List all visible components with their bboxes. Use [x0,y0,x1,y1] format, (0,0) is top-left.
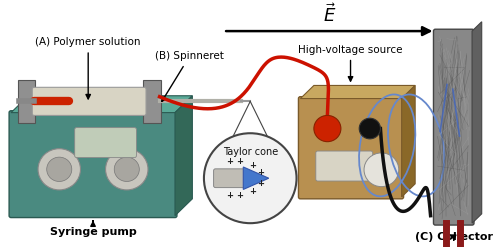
Text: +: + [226,157,233,166]
Polygon shape [244,167,268,189]
FancyBboxPatch shape [434,29,474,225]
FancyBboxPatch shape [18,80,35,123]
Text: +: + [236,157,244,166]
Text: Taylor cone: Taylor cone [222,147,278,157]
Circle shape [114,157,140,182]
Circle shape [204,133,296,223]
Circle shape [106,149,148,190]
Text: High-voltage source: High-voltage source [298,45,403,81]
Polygon shape [175,96,192,216]
Text: (A) Polymer solution: (A) Polymer solution [36,37,141,99]
Text: +: + [226,190,233,200]
Text: $\vec{E}$: $\vec{E}$ [322,3,336,26]
Text: +: + [249,161,256,170]
FancyBboxPatch shape [316,151,372,181]
FancyBboxPatch shape [143,80,160,123]
Circle shape [314,115,341,142]
Text: +: + [257,179,264,188]
Text: +: + [257,168,264,177]
Circle shape [46,157,72,182]
Text: Syringe pump: Syringe pump [50,221,136,237]
Text: +: + [236,190,244,200]
Text: +: + [249,187,256,196]
FancyBboxPatch shape [214,169,245,187]
Circle shape [38,149,80,190]
Text: (B) Spinneret: (B) Spinneret [155,51,224,101]
Polygon shape [472,22,482,223]
Polygon shape [11,96,192,113]
Polygon shape [402,86,415,197]
Text: (C) Collector: (C) Collector [414,232,492,242]
Polygon shape [300,86,415,98]
FancyBboxPatch shape [9,111,177,217]
Circle shape [359,118,380,139]
FancyBboxPatch shape [298,97,404,199]
Circle shape [364,153,399,187]
FancyBboxPatch shape [32,87,146,115]
FancyBboxPatch shape [74,128,136,157]
